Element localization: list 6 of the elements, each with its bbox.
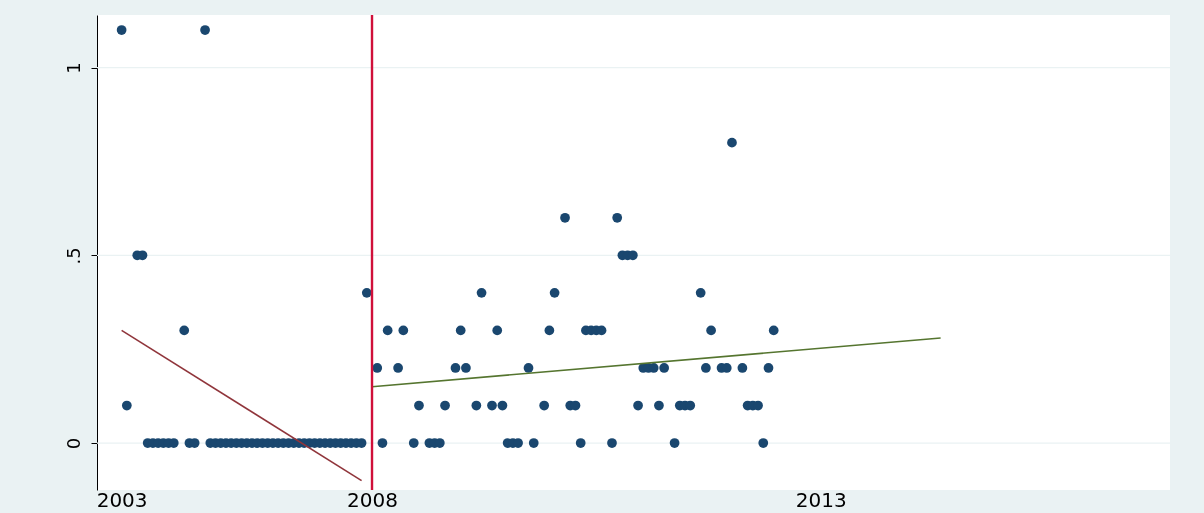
x-tick-label: 2013 bbox=[795, 487, 847, 512]
x-tick-label: 2008 bbox=[347, 487, 398, 512]
x-tick-label: 2003 bbox=[96, 487, 148, 512]
y-tick-label: 1 bbox=[62, 62, 84, 74]
y-tick-label: 0 bbox=[62, 437, 84, 450]
y-tick-label: .5 bbox=[62, 247, 84, 265]
